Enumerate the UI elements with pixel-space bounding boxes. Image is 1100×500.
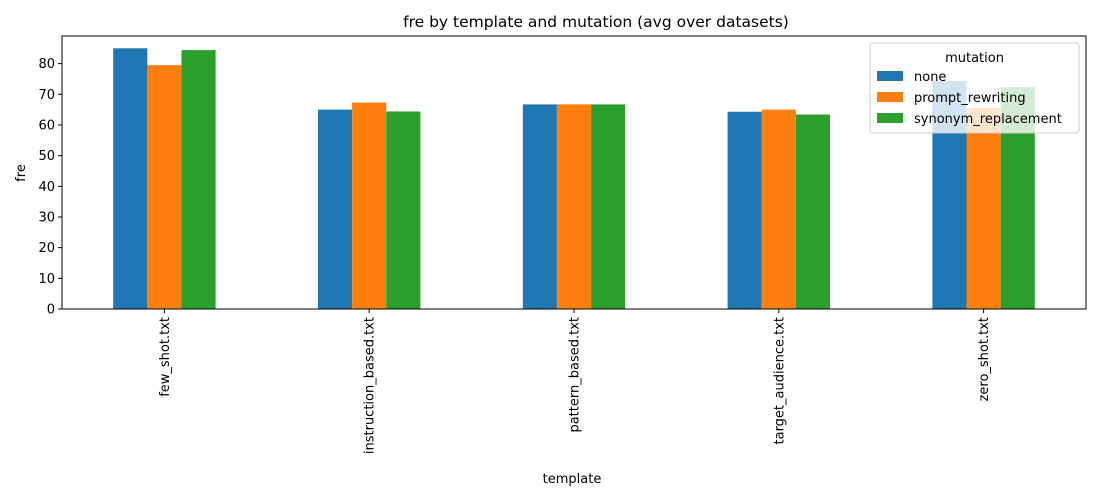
legend-swatch-none xyxy=(877,71,903,81)
x-tick-label: instruction_based.txt xyxy=(363,317,378,454)
bar-prompt_rewriting-2 xyxy=(556,104,592,310)
legend-title: mutation xyxy=(945,51,1004,66)
y-tick-label: 30 xyxy=(38,210,55,225)
y-axis-label: fre xyxy=(14,164,29,182)
y-tick-label: 10 xyxy=(38,272,55,287)
legend-swatch-synonym_replacement xyxy=(877,113,903,123)
bar-synonym_replacement-3 xyxy=(795,114,830,309)
bar-prompt_rewriting-4 xyxy=(966,108,1001,309)
y-tick-label: 60 xyxy=(38,118,55,133)
bar-none-2 xyxy=(522,104,557,310)
bar-synonym_replacement-0 xyxy=(181,50,216,310)
bar-synonym_replacement-2 xyxy=(591,104,626,310)
x-tick-label: few_shot.txt xyxy=(158,317,173,397)
bar-synonym_replacement-1 xyxy=(386,111,421,310)
legend-swatch-prompt_rewriting xyxy=(877,92,903,102)
legend-label-none: none xyxy=(914,70,946,85)
x-tick-label: pattern_based.txt xyxy=(568,317,583,433)
legend-label-synonym_replacement: synonym_replacement xyxy=(914,112,1062,127)
x-tick-label: target_audience.txt xyxy=(772,317,787,445)
bar-prompt_rewriting-3 xyxy=(761,109,796,310)
plot-area: 0 10 20 30 40 50 60 70 80 few_shot.txt instruction… xyxy=(38,35,1087,454)
x-tick-label: zero_shot.txt xyxy=(977,317,992,401)
y-tick-label: 70 xyxy=(38,88,55,103)
bar-none-1 xyxy=(318,109,353,310)
legend-box xyxy=(869,42,1080,134)
bar-none-0 xyxy=(113,48,148,310)
legend-label-prompt_rewriting: prompt_rewriting xyxy=(914,91,1026,106)
y-tick-label: 0 xyxy=(47,303,55,318)
chart-title: fre by template and mutation (avg over d… xyxy=(403,13,789,31)
y-tick-label: 20 xyxy=(38,241,55,256)
y-tick-label: 80 xyxy=(38,57,55,72)
y-tick-label: 50 xyxy=(38,149,55,164)
legend: mutation none prompt_rewriting synonym_repl… xyxy=(869,42,1080,134)
x-axis-label: template xyxy=(543,472,602,487)
bar-none-3 xyxy=(727,111,762,310)
y-tick-label: 40 xyxy=(38,180,55,195)
bar-prompt_rewriting-0 xyxy=(147,65,182,309)
bar-prompt_rewriting-1 xyxy=(352,102,387,309)
